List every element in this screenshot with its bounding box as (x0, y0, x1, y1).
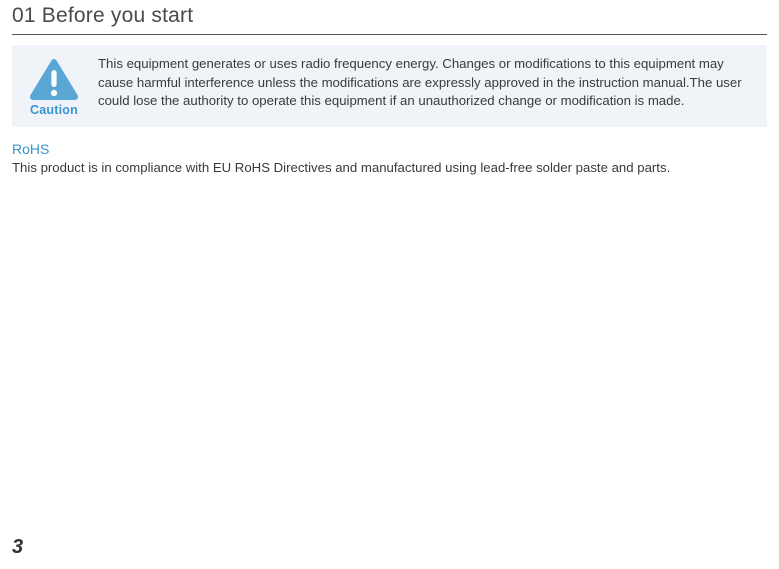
page-root: 01 Before you start Caution This equipme… (0, 0, 779, 569)
page-title: 01 Before you start (12, 0, 767, 35)
caution-box: Caution This equipment generates or uses… (12, 45, 767, 127)
rohs-title: RoHS (12, 141, 767, 157)
page-number: 3 (12, 536, 23, 559)
caution-text: This equipment generates or uses radio f… (98, 55, 753, 111)
caution-icon-group: Caution (26, 57, 82, 117)
rohs-body: This product is in compliance with EU Ro… (12, 159, 767, 177)
warning-bang-bar (51, 70, 56, 87)
warning-icon (28, 57, 80, 101)
caution-label: Caution (30, 103, 78, 117)
warning-bang-dot (51, 90, 57, 96)
